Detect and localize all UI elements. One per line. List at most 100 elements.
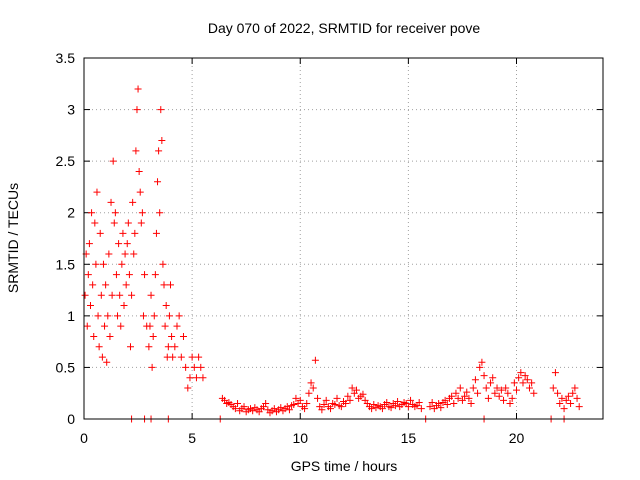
- data-point: [149, 332, 157, 340]
- data-point: [510, 379, 518, 387]
- data-point: [148, 363, 156, 371]
- data-point: [234, 400, 242, 408]
- data-point: [560, 405, 568, 413]
- data-point: [307, 379, 315, 387]
- data-point: [240, 403, 248, 411]
- data-point: [495, 392, 503, 400]
- data-point: [333, 394, 341, 402]
- x-tick-label: 20: [509, 430, 525, 446]
- data-point: [474, 389, 482, 397]
- data-point: [93, 188, 101, 196]
- data-point: [154, 178, 162, 186]
- data-point: [101, 322, 109, 330]
- data-point: [513, 386, 520, 394]
- data-point: [517, 369, 525, 377]
- data-point: [195, 353, 203, 361]
- data-point: [482, 384, 490, 392]
- data-point: [121, 250, 129, 258]
- data-point: [346, 396, 354, 404]
- data-point: [521, 372, 529, 380]
- data-point: [448, 392, 456, 400]
- data-point: [179, 332, 187, 340]
- data-point: [114, 312, 122, 320]
- data-point: [493, 384, 501, 392]
- chart-title: Day 070 of 2022, SRMTID for receiver pov…: [208, 20, 481, 36]
- data-point: [182, 363, 190, 371]
- data-point: [135, 167, 143, 175]
- data-point: [188, 353, 196, 361]
- y-tick-label: 0: [67, 411, 75, 427]
- data-point: [487, 379, 495, 387]
- data-point: [129, 198, 137, 206]
- y-tick-label: 1.5: [56, 256, 76, 272]
- data-point: [344, 392, 352, 400]
- data-point: [175, 312, 183, 320]
- data-point: [157, 106, 165, 114]
- data-point: [567, 400, 575, 408]
- data-point: [383, 398, 391, 406]
- data-point: [523, 376, 531, 384]
- data-point: [156, 209, 164, 217]
- data-point: [190, 363, 198, 371]
- data-point: [456, 384, 464, 392]
- data-point: [320, 401, 328, 409]
- data-point: [115, 240, 123, 248]
- data-point: [123, 240, 131, 248]
- data-point: [478, 358, 486, 366]
- data-point: [407, 396, 415, 404]
- x-tick-label: 10: [292, 430, 308, 446]
- data-point: [146, 322, 154, 330]
- data-point: [530, 389, 538, 397]
- data-point: [173, 322, 181, 330]
- data-point: [508, 394, 516, 402]
- data-point: [89, 281, 97, 289]
- data-point: [378, 405, 386, 413]
- grid: [84, 58, 603, 419]
- data-point: [88, 209, 96, 217]
- data-point: [428, 398, 436, 406]
- data-point: [285, 406, 293, 414]
- data-point: [458, 396, 466, 404]
- data-point: [368, 405, 376, 413]
- data-point: [168, 332, 176, 340]
- plot-frame: [83, 57, 604, 420]
- data-point: [387, 404, 395, 412]
- data-point: [491, 389, 499, 397]
- data-point: [311, 356, 319, 364]
- data-point: [437, 404, 445, 412]
- data-point: [305, 389, 313, 397]
- data-point: [96, 229, 104, 237]
- data-point: [337, 403, 345, 411]
- data-point: [309, 384, 317, 392]
- data-point: [122, 281, 130, 289]
- y-tick-label: 3.5: [56, 50, 76, 66]
- data-point: [126, 343, 134, 351]
- data-point: [562, 396, 570, 404]
- data-point: [564, 392, 572, 400]
- data-point: [147, 291, 155, 299]
- data-point: [450, 400, 458, 408]
- data-point: [158, 137, 166, 145]
- data-point: [90, 332, 98, 340]
- data-point: [145, 343, 153, 351]
- data-point: [125, 271, 133, 279]
- data-point: [109, 157, 117, 165]
- data-point: [551, 369, 559, 377]
- data-point: [110, 219, 118, 227]
- data-point: [139, 312, 147, 320]
- data-point: [573, 394, 581, 402]
- data-point: [502, 384, 510, 392]
- data-point: [463, 388, 471, 396]
- data-point: [303, 400, 311, 408]
- data-point: [318, 406, 326, 414]
- data-point: [95, 343, 103, 351]
- data-point: [104, 312, 112, 320]
- y-tick-label: 1: [67, 308, 75, 324]
- data-point: [571, 384, 579, 392]
- data-point: [81, 291, 89, 299]
- data-point: [186, 374, 194, 382]
- data-point: [83, 322, 91, 330]
- data-point: [91, 219, 99, 227]
- data-point: [554, 389, 562, 397]
